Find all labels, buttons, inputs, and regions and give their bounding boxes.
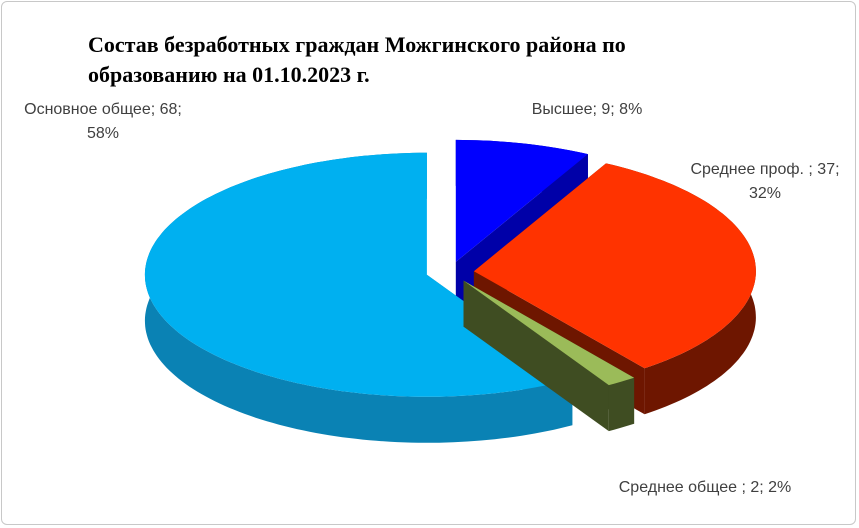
chart-title: Состав безработных граждан Можгинского р… (88, 32, 626, 87)
slice (455, 139, 588, 262)
slice (463, 280, 635, 386)
data-label: Среднее проф. ; 37; 32% (690, 161, 840, 202)
slice (144, 152, 573, 397)
data-label: Среднее общее ; 2; 2% (618, 479, 792, 496)
slice-side (608, 377, 635, 432)
data-label: Высшее; 9; 8% (531, 101, 643, 118)
slice-side (144, 152, 573, 443)
data-label: Основное общее; 68; 58% (24, 101, 182, 142)
slice (473, 163, 756, 369)
slice-side (463, 280, 609, 432)
